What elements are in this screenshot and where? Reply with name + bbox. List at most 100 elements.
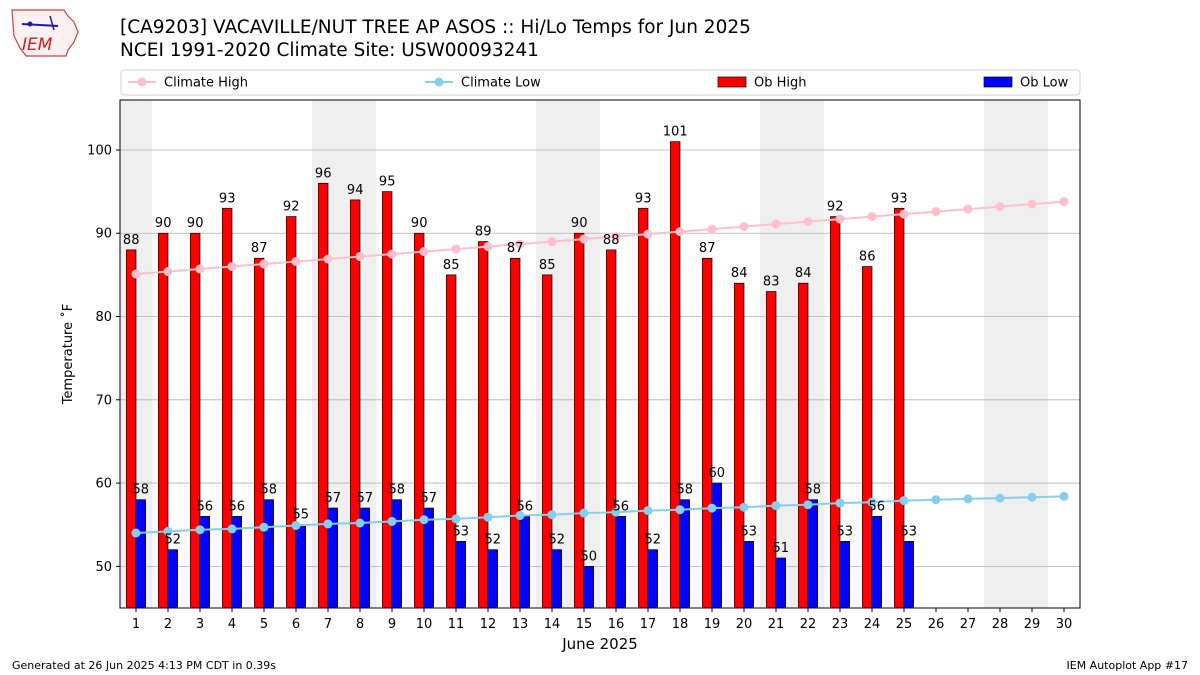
- climate-high-point-19: [707, 224, 717, 234]
- ob-high-bar-14: [542, 274, 553, 609]
- ob-high-bar-2: [158, 232, 169, 609]
- ob-high-label-12: 89: [475, 225, 492, 240]
- legend-climate-high-marker: [137, 77, 147, 87]
- ob-high-bar-24: [862, 266, 873, 609]
- ob-low-label-4: 56: [229, 499, 246, 514]
- plot-frame: [119, 99, 1081, 609]
- xtick-label-1: 1: [132, 617, 140, 632]
- climate-low-point-6: [291, 521, 301, 531]
- ytick-label-90: 90: [95, 227, 112, 242]
- climate-high-point-7: [323, 254, 333, 264]
- logo-text: IEM: [22, 35, 53, 55]
- ob-low-label-24: 56: [869, 499, 886, 514]
- ob-high-label-23: 92: [827, 200, 844, 215]
- legend-climate-low-label: Climate Low: [461, 76, 541, 91]
- ob-high-label-6: 92: [283, 200, 300, 215]
- xtick-label-15: 15: [576, 617, 593, 632]
- climate-high-point-20: [739, 222, 749, 232]
- climate-low-point-3: [195, 525, 205, 535]
- xtick-label-30: 30: [1056, 617, 1073, 632]
- ob-low-bar-1: [135, 499, 146, 609]
- ob-high-bar-23: [830, 216, 841, 609]
- ob-low-bar-17: [647, 549, 658, 609]
- ob-low-label-9: 58: [389, 483, 406, 498]
- xtick-label-29: 29: [1024, 617, 1041, 632]
- climate-high-point-12: [483, 242, 493, 252]
- climate-low-point-12: [483, 512, 493, 522]
- weekend-band-28: [984, 100, 1016, 608]
- ob-low-label-10: 57: [421, 491, 438, 506]
- climate-high-point-5: [259, 259, 269, 269]
- climate-low-point-27: [963, 494, 973, 504]
- xtick-label-9: 9: [388, 617, 396, 632]
- ob-low-bar-15: [583, 566, 594, 609]
- ob-low-bar-16: [615, 516, 626, 609]
- climate-high-point-2: [163, 267, 173, 277]
- climate-high-point-26: [931, 207, 941, 217]
- xtick-label-8: 8: [356, 617, 364, 632]
- legend-box: [120, 69, 1081, 96]
- ob-low-label-21: 51: [773, 541, 790, 556]
- xtick-label-18: 18: [672, 617, 689, 632]
- xtick-label-4: 4: [228, 617, 236, 632]
- ob-high-bar-5: [254, 257, 265, 609]
- ob-high-bar-3: [190, 232, 201, 609]
- ob-low-label-22: 58: [805, 483, 822, 498]
- climate-low-point-23: [835, 498, 845, 508]
- xtick-label-10: 10: [416, 617, 433, 632]
- ob-low-bar-24: [871, 516, 882, 609]
- xtick-label-25: 25: [896, 617, 913, 632]
- climate-low-point-30: [1059, 491, 1069, 501]
- ob-low-bar-25: [903, 541, 914, 609]
- app-label: IEM Autoplot App #17: [1066, 659, 1189, 672]
- ob-low-bar-2: [167, 549, 178, 609]
- xtick-label-6: 6: [292, 617, 300, 632]
- ob-high-label-2: 90: [155, 216, 172, 231]
- xtick-label-11: 11: [448, 617, 465, 632]
- climate-low-point-29: [1027, 492, 1037, 502]
- climate-low-point-17: [643, 506, 653, 516]
- climate-low-point-15: [579, 508, 589, 518]
- ob-high-bar-22: [798, 282, 809, 609]
- climate-low-point-5: [259, 522, 269, 532]
- climate-high-point-29: [1027, 199, 1037, 209]
- ob-low-label-12: 52: [485, 533, 502, 548]
- ob-low-label-6: 55: [293, 508, 310, 523]
- ob-low-label-19: 60: [709, 466, 726, 481]
- ob-high-bar-13: [510, 257, 521, 609]
- ob-high-bar-1: [126, 249, 137, 609]
- ob-high-bar-25: [894, 207, 905, 609]
- ob-high-label-3: 90: [187, 216, 204, 231]
- y-axis-label: Temperature ˚F: [60, 304, 76, 405]
- ytick-label-60: 60: [95, 477, 112, 492]
- xtick-label-27: 27: [960, 617, 977, 632]
- climate-high-point-10: [419, 247, 429, 257]
- ob-low-bar-19: [711, 482, 722, 609]
- climate-low-point-7: [323, 519, 333, 529]
- ob-high-bar-8: [350, 199, 361, 609]
- ob-low-bar-9: [391, 499, 402, 609]
- ob-low-label-23: 53: [837, 524, 854, 539]
- climate-high-point-17: [643, 229, 653, 239]
- climate-high-point-11: [451, 244, 461, 254]
- ob-low-bar-18: [679, 499, 690, 609]
- ob-high-bar-18: [670, 141, 681, 609]
- xtick-label-21: 21: [768, 617, 785, 632]
- climate-low-point-19: [707, 503, 717, 513]
- climate-high-point-24: [867, 212, 877, 222]
- xtick-label-22: 22: [800, 617, 817, 632]
- xtick-label-12: 12: [480, 617, 497, 632]
- ob-low-label-17: 52: [645, 533, 662, 548]
- climate-high-point-27: [963, 204, 973, 214]
- weekend-band-29: [1016, 100, 1048, 608]
- xtick-label-7: 7: [324, 617, 332, 632]
- xtick-label-17: 17: [640, 617, 657, 632]
- legend-ob-high-swatch: [717, 76, 747, 88]
- ob-low-bar-12: [487, 549, 498, 609]
- xtick-label-14: 14: [544, 617, 561, 632]
- climate-low-point-8: [355, 518, 365, 528]
- xtick-label-5: 5: [260, 617, 268, 632]
- climate-high-point-25: [899, 209, 909, 219]
- iem-logo: IEM: [11, 9, 79, 57]
